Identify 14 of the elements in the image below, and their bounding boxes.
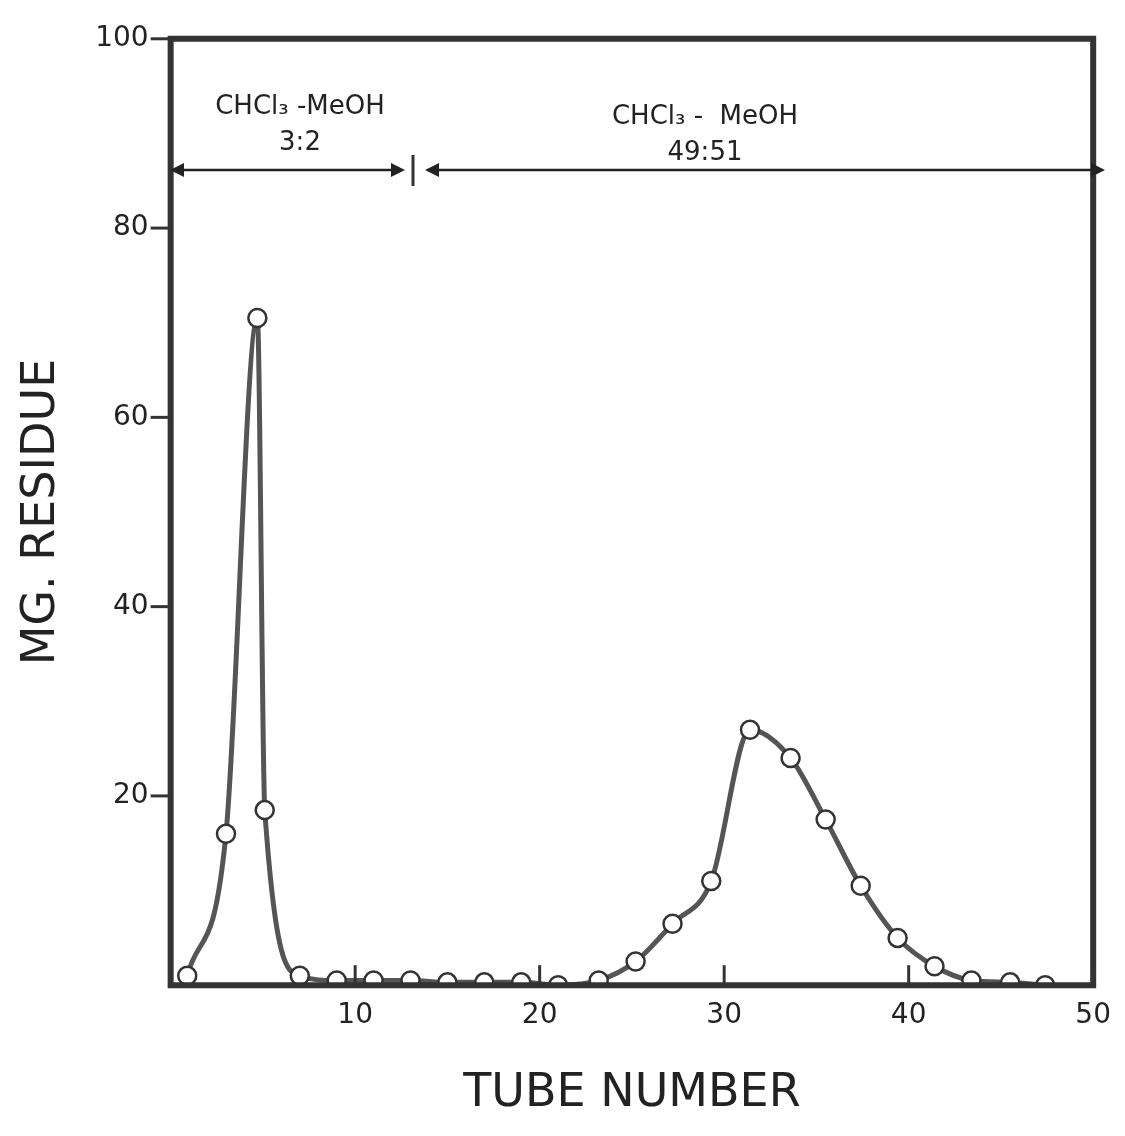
y-tick-label: 80 — [113, 209, 149, 243]
x-tick-label: 30 — [706, 997, 742, 1031]
x-tick-label: 40 — [890, 997, 927, 1031]
annotation: CHCl₃ - MeOH 49:51 — [611, 99, 799, 166]
x-axis-title: TUBE NUMBER — [462, 1063, 801, 1118]
y-tick-label: 40 — [113, 587, 149, 621]
y-tick-label: 60 — [113, 398, 149, 432]
x-tick-label: 50 — [1075, 997, 1112, 1031]
y-axis-title: MG. RESIDUE — [10, 358, 65, 666]
annotation: CHCl₃ -MeOH 3:2 — [215, 89, 385, 156]
x-tick-label: 20 — [521, 997, 558, 1031]
y-tick-label: 20 — [113, 777, 149, 811]
y-tick-label: 100 — [95, 20, 149, 54]
x-tick-label: 10 — [337, 997, 373, 1031]
